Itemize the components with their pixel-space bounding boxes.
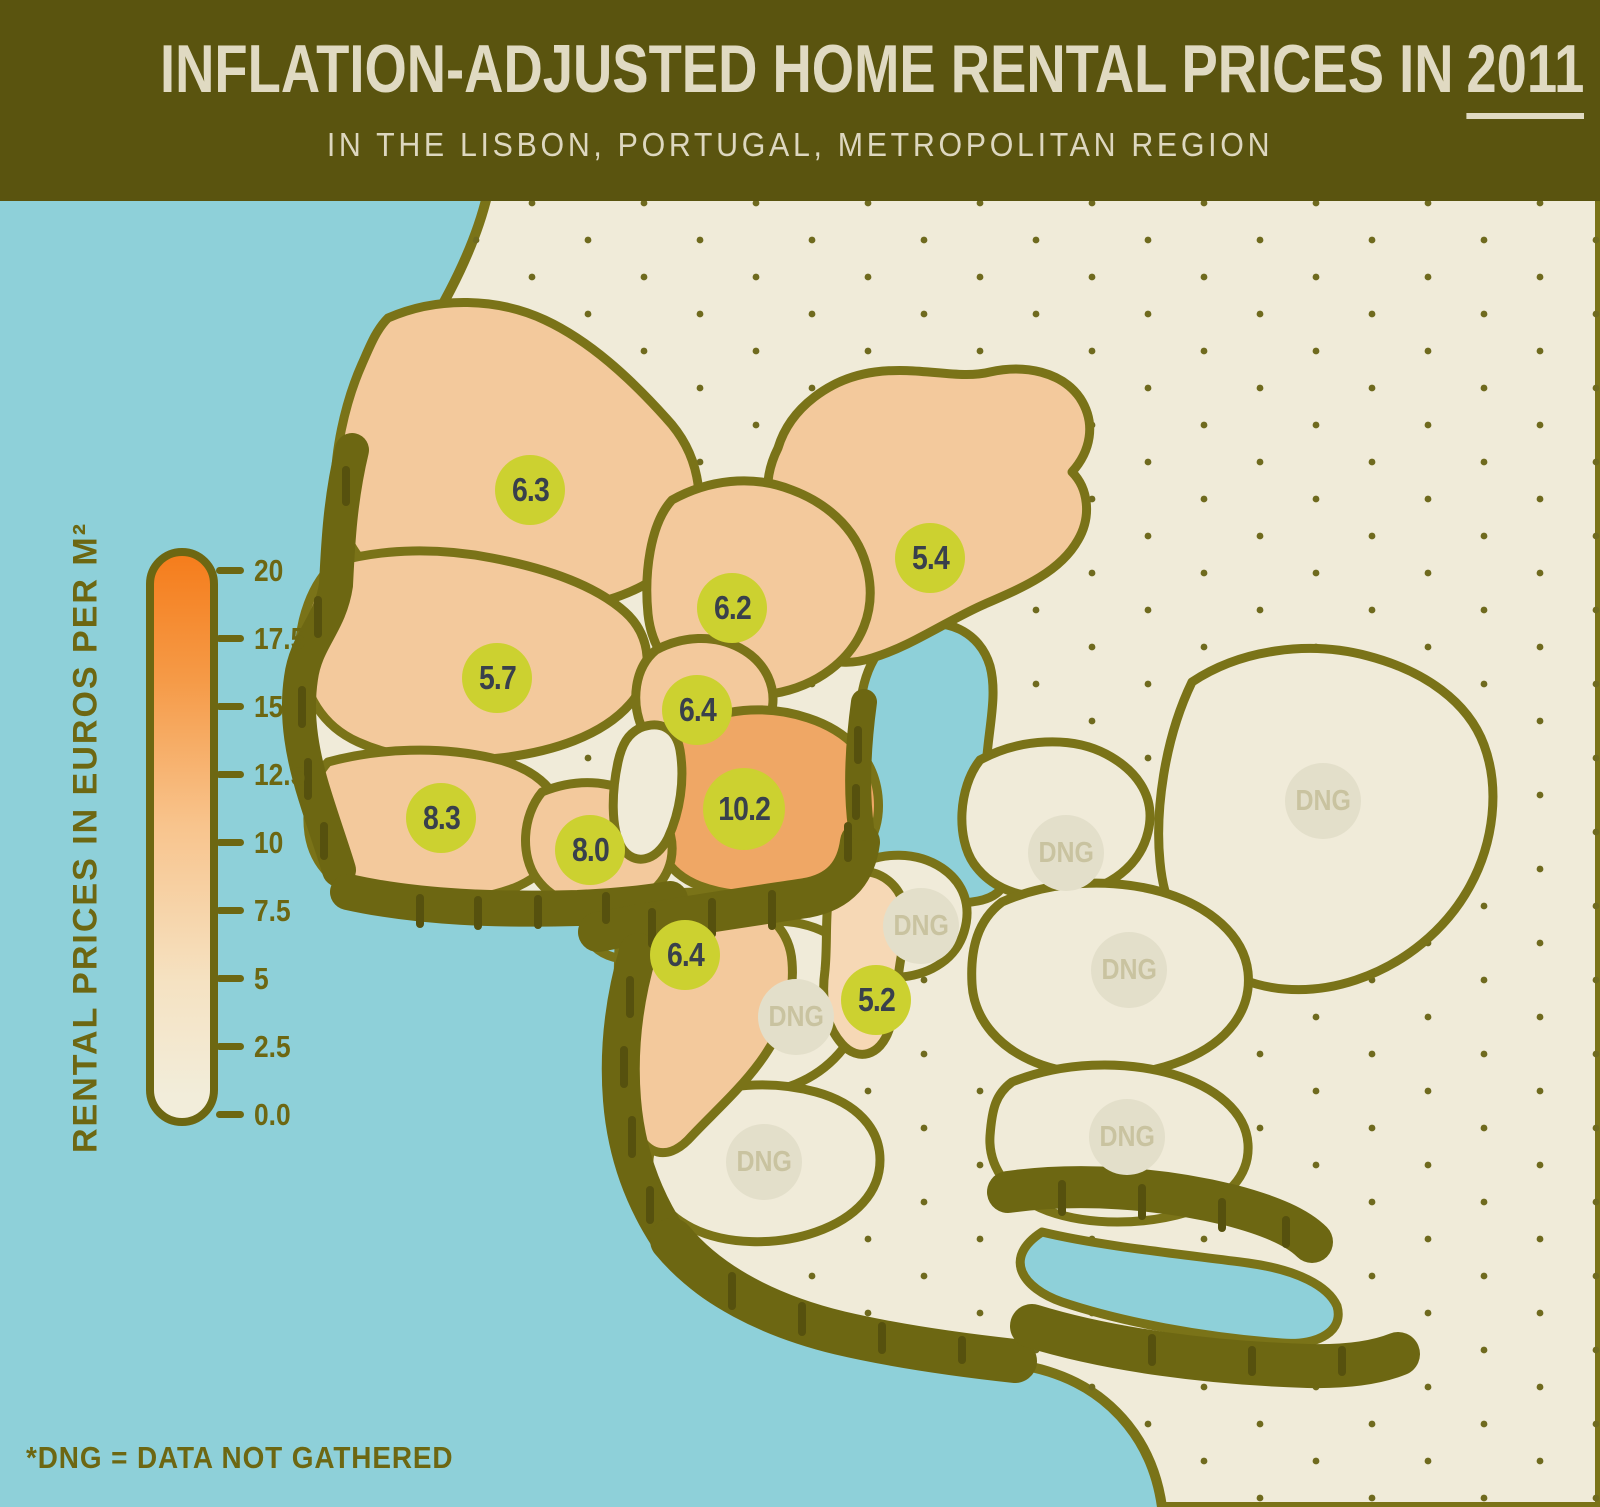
price-badge: 5.2 [841,965,911,1035]
legend-tick-mark [216,1043,244,1050]
dng-badge-label: DNG [1101,953,1157,986]
legend-tick-label: 12.5 [254,757,306,792]
dng-badge-label: DNG [736,1145,792,1178]
price-badge: 6.4 [662,675,732,745]
dng-badge: DNG [726,1124,802,1200]
dng-badge-label: DNG [1038,836,1094,869]
dng-badge-label: DNG [1099,1120,1155,1153]
page-title-text: INFLATION-ADJUSTED HOME RENTAL PRICES IN [160,31,1454,107]
legend-tick-label: 17.5 [254,621,306,656]
dng-badge-label: DNG [893,909,949,942]
legend-tick-label: 5 [254,961,269,996]
legend-tick-mark [216,703,244,710]
price-badge: 6.4 [650,920,720,990]
troia-sand-arm [1010,1304,1420,1389]
price-badge: 10.2 [703,768,785,850]
dng-badge: DNG [1091,932,1167,1008]
price-badge-value: 10.2 [718,790,771,827]
legend-gradient-bar [146,548,218,1126]
legend-tick-label: 0.0 [254,1097,291,1132]
legend-tick-mark [216,635,244,642]
legend-tick-mark [216,839,244,846]
price-badge: 8.3 [406,783,476,853]
legend-tick-mark [216,771,244,778]
price-badge-value: 6.2 [713,589,752,626]
legend-tick-label: 7.5 [254,893,291,928]
page-title: INFLATION-ADJUSTED HOME RENTAL PRICES IN… [160,30,1585,119]
dng-badge-label: DNG [768,1000,824,1033]
cliff-hatch-marks [298,466,1346,1376]
price-badge: 6.3 [495,455,565,525]
legend-tick-label: 2.5 [254,1029,291,1064]
price-badge-value: 8.3 [422,799,461,836]
price-badge: 8.0 [555,815,625,885]
page-subtitle: IN THE LISBON, PORTUGAL, METROPOLITAN RE… [326,126,1274,163]
legend-tick-mark [216,907,244,914]
legend-tick-label: 15 [254,689,284,724]
legend-tick-mark [216,1111,244,1118]
price-badge-value: 5.4 [911,539,950,576]
legend-axis-label: RENTAL PRICES IN EUROS PER M² [66,521,105,1153]
dng-badge: DNG [883,888,959,964]
page-title-year: 2011 [1466,31,1585,119]
dng-badge: DNG [1028,815,1104,891]
legend-tick-label: 20 [254,553,284,588]
price-badge-value: 6.4 [678,691,717,728]
price-badge-value: 6.3 [511,471,550,508]
legend-tick-mark [216,975,244,982]
dng-badge: DNG [758,979,834,1055]
dng-badge-label: DNG [1295,784,1351,817]
price-badge: 5.7 [462,643,532,713]
price-badge-value: 8.0 [571,831,610,868]
price-badge-value: 5.2 [857,981,896,1018]
price-badge-value: 6.4 [666,936,705,973]
price-badge: 6.2 [697,573,767,643]
dng-footnote: *DNG = DATA NOT GATHERED [26,1440,454,1475]
cliff-south-cascais [330,874,688,927]
sado-bay-water [1015,1227,1343,1348]
legend-tick-mark [216,567,244,574]
price-badge: 5.4 [895,523,965,593]
dng-badge: DNG [1285,763,1361,839]
legend-tick-label: 10 [254,825,284,860]
price-badge-value: 5.7 [478,659,517,696]
cliff-west-coast [281,433,369,887]
region-nodata-wedge [608,720,687,864]
header-banner: INFLATION-ADJUSTED HOME RENTAL PRICES IN… [0,0,1600,201]
dng-badge: DNG [1089,1099,1165,1175]
